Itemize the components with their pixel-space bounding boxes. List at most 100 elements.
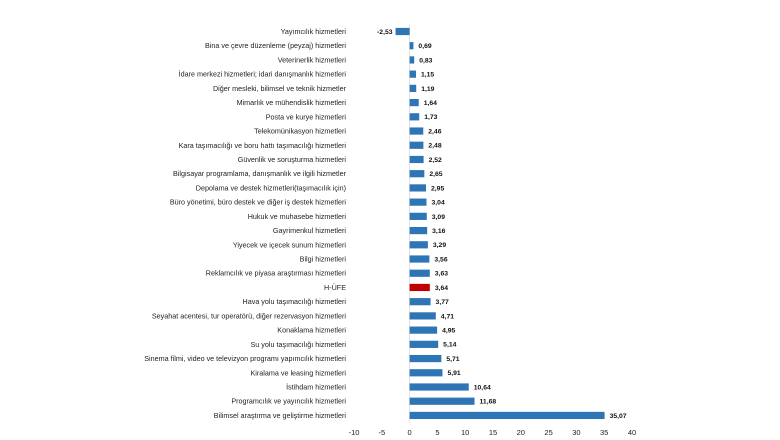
x-tick-label: 25 bbox=[544, 428, 552, 437]
value-label: 3,77 bbox=[436, 299, 449, 306]
x-tick-label: 5 bbox=[435, 428, 439, 437]
value-label: 10,64 bbox=[474, 384, 491, 391]
x-tick-label: 35 bbox=[600, 428, 608, 437]
bar bbox=[409, 340, 439, 348]
category-label: Gayrimenkul hizmetleri bbox=[273, 226, 346, 235]
value-label: 0,83 bbox=[419, 57, 432, 64]
value-label: 5,14 bbox=[443, 342, 456, 349]
category-label: Büro yönetimi, büro destek ve diğer iş d… bbox=[170, 198, 347, 207]
category-label: Konaklama hizmetleri bbox=[277, 326, 346, 335]
bar bbox=[409, 42, 414, 50]
value-label: 3,16 bbox=[432, 228, 445, 235]
category-label: Bilgi hizmetleri bbox=[300, 255, 347, 264]
bars bbox=[395, 27, 605, 420]
category-label: Seyahat acentesi, tur operatörü, diğer r… bbox=[152, 311, 347, 320]
category-label: Telekomünikasyon hizmetleri bbox=[254, 127, 346, 136]
bar bbox=[409, 155, 424, 164]
category-label: Bilimsel araştırma ve geliştirme hizmetl… bbox=[214, 411, 347, 420]
category-label: Bilgisayar programlama, danışmanlık ve i… bbox=[173, 169, 347, 178]
bar bbox=[409, 70, 416, 78]
category-label: Posta ve kurye hizmetleri bbox=[266, 112, 347, 121]
category-label: Yiyecek ve içecek sunum hizmetleri bbox=[233, 240, 347, 249]
category-label: Diğer mesleki, bilimsel ve teknik hizmet… bbox=[213, 84, 347, 93]
bar bbox=[409, 269, 430, 277]
category-label: İstihdam hizmetleri bbox=[286, 383, 346, 392]
category-label: Su yolu taşımacılığı hizmetleri bbox=[251, 340, 347, 349]
bar bbox=[409, 141, 424, 149]
value-label: 1,15 bbox=[421, 72, 434, 79]
x-tick-label: 10 bbox=[461, 428, 469, 437]
category-label: Güvenlik ve soruşturma hizmetleri bbox=[238, 155, 347, 164]
category-label: Programcılık ve yayıncılık hizmetleri bbox=[231, 397, 346, 406]
value-label: 35,07 bbox=[610, 413, 627, 420]
x-tick-label: 15 bbox=[489, 428, 497, 437]
bar bbox=[409, 354, 442, 363]
category-label: Sinema filmi, video ve televizyon progra… bbox=[144, 354, 346, 363]
value-label: 3,04 bbox=[432, 200, 445, 207]
bar bbox=[409, 212, 427, 220]
category-label: Yayımcılık hizmetleri bbox=[281, 27, 347, 36]
x-tick-label: 20 bbox=[517, 428, 525, 437]
value-label: 4,95 bbox=[442, 328, 455, 335]
bar bbox=[409, 241, 428, 249]
value-label: 2,65 bbox=[429, 171, 442, 178]
value-label: -2,53 bbox=[377, 29, 393, 36]
bar bbox=[409, 84, 417, 92]
bar bbox=[409, 255, 430, 263]
bar bbox=[409, 198, 427, 206]
value-label: 3,09 bbox=[432, 214, 445, 221]
bar bbox=[409, 226, 428, 235]
x-tick-label: 0 bbox=[408, 428, 412, 437]
bar bbox=[409, 383, 469, 391]
value-label: 1,64 bbox=[424, 100, 437, 107]
value-label: 2,95 bbox=[431, 185, 444, 192]
category-label: Kara taşımacılığı ve boru hattı taşımacı… bbox=[179, 141, 347, 150]
bar bbox=[409, 184, 427, 192]
value-label: 3,29 bbox=[433, 242, 446, 249]
x-tick-label: 40 bbox=[628, 428, 636, 437]
x-tick-label: 30 bbox=[572, 428, 580, 437]
bar bbox=[409, 298, 431, 306]
value-labels: -2,53 0,69 0,83 1,15 1,19 1,64 1,73 2,46 2,48 2,5… bbox=[377, 29, 627, 420]
value-label: 1,19 bbox=[421, 86, 434, 93]
category-label: Hava yolu taşımacılığı hizmetleri bbox=[243, 297, 347, 306]
bar bbox=[409, 170, 425, 178]
bar bbox=[409, 312, 436, 320]
bar bbox=[409, 369, 443, 377]
value-label: 5,71 bbox=[446, 356, 459, 363]
category-label: Kiralama ve leasing hizmetleri bbox=[251, 368, 347, 377]
value-label: 3,64 bbox=[435, 285, 448, 292]
bar bbox=[409, 397, 475, 405]
value-label: 1,73 bbox=[424, 114, 437, 121]
value-label: 3,56 bbox=[434, 256, 447, 263]
value-label: 2,48 bbox=[428, 143, 441, 150]
value-label: 2,52 bbox=[429, 157, 442, 164]
value-label: 2,46 bbox=[428, 128, 441, 135]
bar bbox=[409, 99, 419, 107]
category-label: Reklamcılık ve piyasa araştırması hizmet… bbox=[206, 269, 347, 278]
x-tick-label: -10 bbox=[349, 428, 360, 437]
category-label: Veterinerlik hizmetleri bbox=[278, 55, 347, 64]
category-label: Bina ve çevre düzenleme (peyzaj) hizmetl… bbox=[205, 41, 346, 50]
category-label: Hukuk ve muhasebe hizmetleri bbox=[248, 212, 347, 221]
category-label: İdare merkezi hizmetleri; idari danışman… bbox=[179, 70, 347, 79]
bar bbox=[409, 411, 605, 420]
value-label: 0,69 bbox=[418, 43, 431, 50]
bar bbox=[409, 56, 415, 64]
category-labels: Yayımcılık hizmetleri Bina ve çevre düzen… bbox=[144, 27, 346, 420]
x-tick-label: -5 bbox=[378, 428, 385, 437]
value-label: 4,71 bbox=[441, 313, 454, 320]
bar-highlight bbox=[409, 283, 430, 292]
bar bbox=[395, 27, 410, 36]
value-label: 5,91 bbox=[447, 370, 460, 377]
category-label: Mimarlık ve mühendislik hizmetleri bbox=[237, 98, 347, 107]
x-axis-ticks: -10 -5 0 5 10 15 20 25 30 35 40 bbox=[349, 428, 637, 437]
bar bbox=[409, 326, 438, 334]
category-label: Depolama ve destek hizmetleri(taşımacılı… bbox=[196, 183, 346, 192]
bar bbox=[409, 113, 420, 121]
value-label: 11,68 bbox=[480, 399, 497, 406]
bar bbox=[409, 127, 424, 135]
value-label: 3,63 bbox=[435, 271, 448, 278]
category-label: H-ÜFE bbox=[324, 283, 346, 292]
